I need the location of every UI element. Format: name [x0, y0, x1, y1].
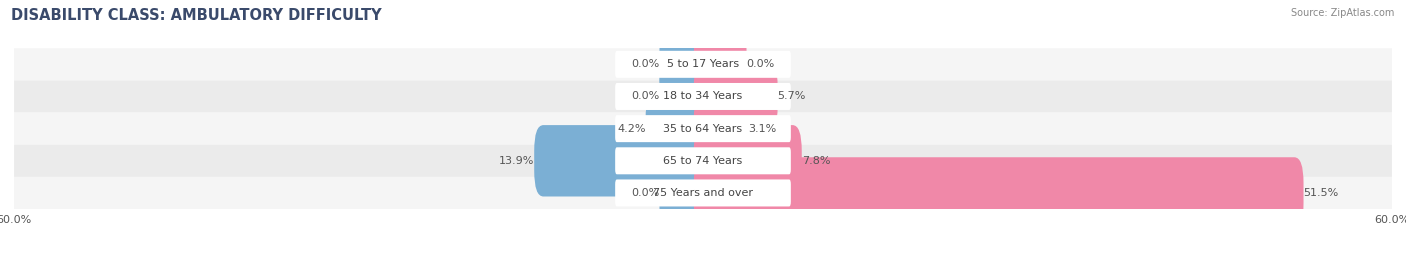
Text: 51.5%: 51.5%: [1303, 188, 1339, 198]
FancyBboxPatch shape: [693, 157, 1303, 229]
FancyBboxPatch shape: [14, 177, 1392, 209]
Text: 65 to 74 Years: 65 to 74 Years: [664, 156, 742, 166]
Legend: Male, Female: Male, Female: [641, 264, 765, 268]
Text: 0.0%: 0.0%: [747, 59, 775, 69]
FancyBboxPatch shape: [616, 83, 790, 110]
FancyBboxPatch shape: [693, 93, 748, 164]
FancyBboxPatch shape: [645, 93, 713, 164]
FancyBboxPatch shape: [659, 157, 713, 229]
FancyBboxPatch shape: [616, 180, 790, 206]
FancyBboxPatch shape: [693, 61, 778, 132]
Text: 13.9%: 13.9%: [499, 156, 534, 166]
Text: 3.1%: 3.1%: [748, 124, 776, 134]
Text: 18 to 34 Years: 18 to 34 Years: [664, 91, 742, 102]
FancyBboxPatch shape: [14, 113, 1392, 145]
Text: 75 Years and over: 75 Years and over: [652, 188, 754, 198]
FancyBboxPatch shape: [616, 51, 790, 78]
Text: 0.0%: 0.0%: [631, 91, 659, 102]
FancyBboxPatch shape: [659, 61, 713, 132]
FancyBboxPatch shape: [14, 48, 1392, 80]
Text: 4.2%: 4.2%: [617, 124, 645, 134]
Text: DISABILITY CLASS: AMBULATORY DIFFICULTY: DISABILITY CLASS: AMBULATORY DIFFICULTY: [11, 8, 382, 23]
FancyBboxPatch shape: [14, 145, 1392, 177]
FancyBboxPatch shape: [693, 29, 747, 100]
FancyBboxPatch shape: [616, 147, 790, 174]
FancyBboxPatch shape: [534, 125, 713, 196]
FancyBboxPatch shape: [14, 80, 1392, 113]
Text: 7.8%: 7.8%: [801, 156, 831, 166]
Text: 5.7%: 5.7%: [778, 91, 806, 102]
FancyBboxPatch shape: [616, 115, 790, 142]
Text: 0.0%: 0.0%: [631, 59, 659, 69]
Text: 35 to 64 Years: 35 to 64 Years: [664, 124, 742, 134]
Text: 5 to 17 Years: 5 to 17 Years: [666, 59, 740, 69]
Text: 0.0%: 0.0%: [631, 188, 659, 198]
FancyBboxPatch shape: [693, 125, 801, 196]
Text: Source: ZipAtlas.com: Source: ZipAtlas.com: [1291, 8, 1395, 18]
FancyBboxPatch shape: [659, 29, 713, 100]
